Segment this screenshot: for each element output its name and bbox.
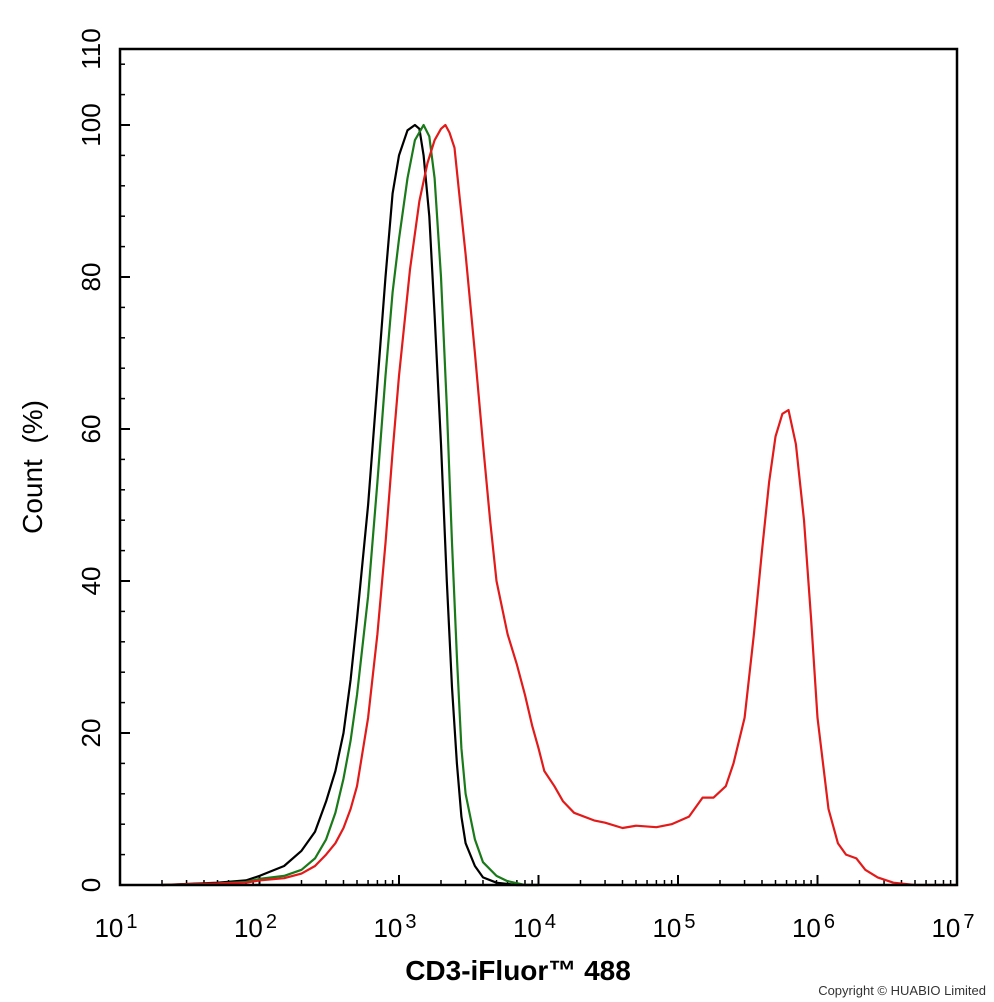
- y-tick-label: 110: [76, 28, 106, 69]
- x-tick-label: 10 3: [373, 911, 416, 943]
- x-tick-label: 10 7: [931, 911, 974, 943]
- x-tick-label: 10 5: [652, 911, 695, 943]
- y-tick-label: 100: [76, 103, 106, 146]
- x-tick-label: 10 6: [792, 911, 835, 943]
- copyright-notice: Copyright © HUABIO Limited: [818, 983, 986, 998]
- x-tick-label: 10 2: [234, 911, 277, 943]
- series-line-2: [160, 123, 540, 887]
- axis-ticks: [119, 48, 958, 886]
- y-axis-title: Count (%): [17, 400, 48, 534]
- x-tick-label: 10 1: [94, 911, 137, 943]
- x-axis-title: CD3-iFluor™ 488: [405, 955, 631, 986]
- y-tick-label: 60: [76, 415, 106, 444]
- plot-frame: [118, 47, 959, 887]
- x-tick-label: 10 4: [513, 911, 556, 943]
- series-line-3: [160, 123, 959, 887]
- y-tick-label: 40: [76, 567, 106, 596]
- series-line-1: [160, 123, 540, 887]
- series-layer: [160, 123, 959, 887]
- tick-labels: 0 20 40 60 80 100 110 10 1 10 2 10 3 10 4 10 5 10 6 10 7: [76, 28, 975, 943]
- y-tick-label: 20: [76, 719, 106, 748]
- y-tick-label: 0: [76, 878, 106, 892]
- y-tick-label: 80: [76, 263, 106, 292]
